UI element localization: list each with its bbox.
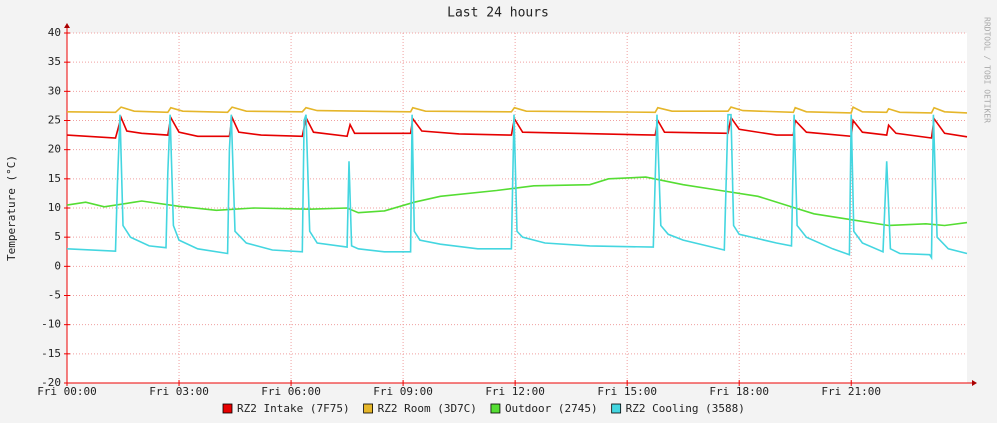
y-tick-label: 15 bbox=[48, 172, 61, 185]
x-tick-label: Fri 09:00 bbox=[373, 385, 433, 398]
y-tick-label: 20 bbox=[48, 143, 61, 156]
x-tick-label: Fri 18:00 bbox=[709, 385, 769, 398]
legend-swatch bbox=[611, 403, 622, 414]
y-tick-label: 35 bbox=[48, 55, 61, 68]
y-tick-label: -15 bbox=[41, 347, 61, 360]
legend-swatch bbox=[363, 403, 373, 414]
y-tick-label: 5 bbox=[54, 230, 61, 243]
legend-swatch bbox=[222, 403, 233, 414]
watermark: RRDTOOL / TOBI OETIKER bbox=[983, 17, 992, 123]
y-tick-label: -20 bbox=[41, 376, 61, 389]
y-tick-label: 0 bbox=[54, 259, 61, 272]
y-tick-label: 10 bbox=[48, 201, 61, 214]
x-tick-label: Fri 15:00 bbox=[597, 385, 657, 398]
x-tick-label: Fri 00:00 bbox=[37, 385, 97, 398]
legend-label: RZ2 Room (3D7C) bbox=[378, 402, 477, 415]
y-tick-label: 30 bbox=[48, 84, 61, 97]
series-line bbox=[66, 105, 968, 114]
y-tick-label: 25 bbox=[48, 114, 61, 127]
x-tick-label: Fri 12:00 bbox=[485, 385, 545, 398]
series-line bbox=[66, 114, 968, 139]
y-axis-arrow bbox=[64, 23, 70, 28]
legend-swatch bbox=[490, 403, 501, 414]
y-tick-label: -5 bbox=[48, 289, 61, 302]
series-line bbox=[66, 113, 968, 261]
chart-title: Last 24 hours bbox=[447, 6, 549, 21]
x-axis-arrow bbox=[972, 380, 977, 386]
legend-label: RZ2 Intake (7F75) bbox=[237, 402, 350, 415]
x-tick-label: Fri 03:00 bbox=[149, 385, 209, 398]
y-tick-label: 40 bbox=[48, 26, 61, 39]
y-tick-label: -10 bbox=[41, 318, 61, 331]
x-tick-label: Fri 06:00 bbox=[261, 385, 321, 398]
x-tick-label: Fri 21:00 bbox=[821, 385, 881, 398]
y-axis-label: Temperature (°C) bbox=[5, 155, 18, 261]
legend-label: RZ2 Cooling (3588) bbox=[626, 402, 745, 415]
legend-label: Outdoor (2745) bbox=[505, 402, 598, 415]
